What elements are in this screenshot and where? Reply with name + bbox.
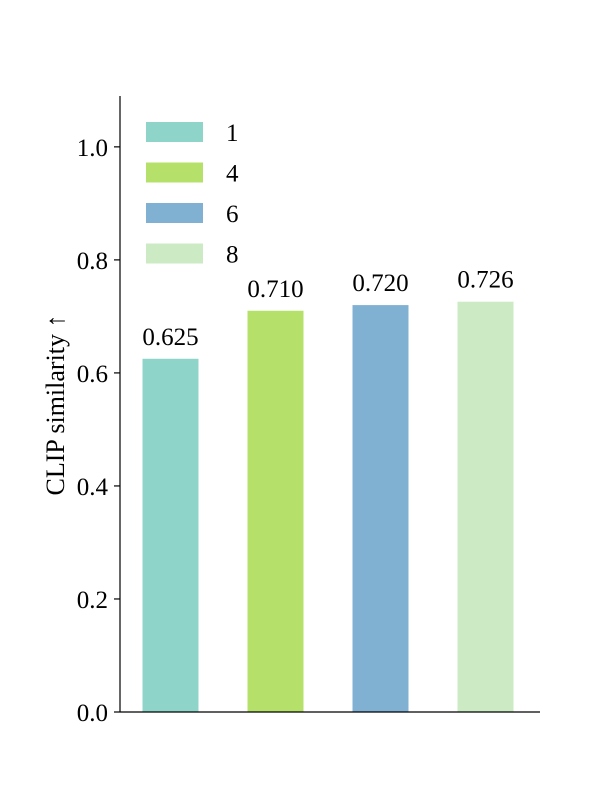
legend-swatch-8 xyxy=(146,243,203,264)
legend-swatch-4 xyxy=(146,162,203,183)
y-tick-label: 0.6 xyxy=(77,361,108,388)
data-labels-group: 0.625 0.710 0.720 0.726 xyxy=(142,267,513,351)
y-axis: 0.0 0.2 0.4 0.6 0.8 1.0 xyxy=(77,96,121,727)
legend-label-8: 8 xyxy=(226,242,239,269)
bar-6 xyxy=(352,305,409,712)
legend-label-1: 1 xyxy=(226,120,239,147)
legend-label-4: 4 xyxy=(226,161,239,188)
y-tick-label: 1.0 xyxy=(77,135,108,162)
bar-1 xyxy=(142,358,199,712)
y-tick-label: 0.8 xyxy=(77,248,108,275)
y-tick-label: 0.2 xyxy=(77,587,108,614)
legend-swatch-1 xyxy=(146,122,203,142)
bar-8 xyxy=(457,301,514,712)
legend-label-6: 6 xyxy=(226,201,239,228)
y-axis-label: CLIP similarity ↑ xyxy=(41,314,70,495)
data-label-8: 0.726 xyxy=(457,267,513,294)
y-tick-label: 0.4 xyxy=(77,474,109,501)
data-label-6: 0.720 xyxy=(352,270,408,297)
y-tick-label: 0.0 xyxy=(77,700,108,727)
bars-group xyxy=(142,301,514,712)
legend: 1 4 6 8 xyxy=(146,120,239,269)
data-label-4: 0.710 xyxy=(247,276,303,303)
data-label-1: 0.625 xyxy=(142,324,198,351)
legend-swatch-6 xyxy=(146,203,203,223)
bar-4 xyxy=(247,310,304,712)
